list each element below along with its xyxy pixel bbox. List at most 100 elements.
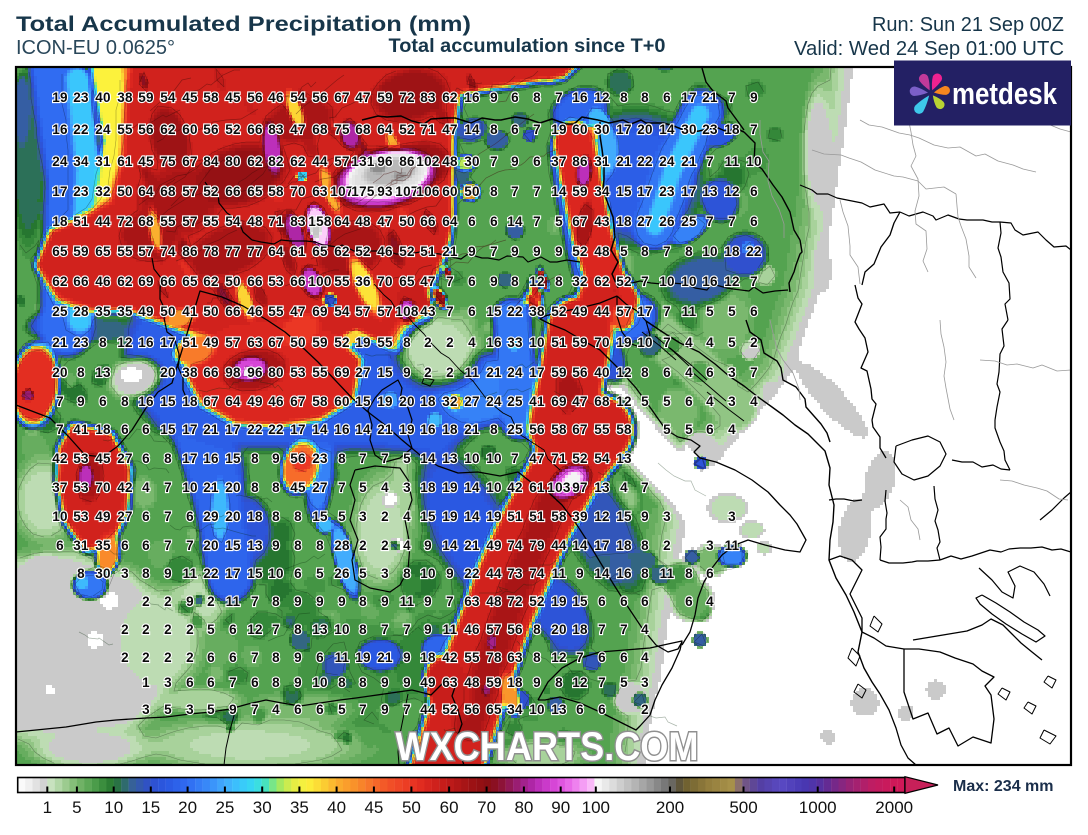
svg-text:96: 96 — [377, 154, 393, 169]
svg-text:200: 200 — [656, 798, 684, 817]
svg-text:9: 9 — [403, 675, 411, 690]
svg-text:7: 7 — [728, 90, 736, 105]
svg-text:57: 57 — [182, 214, 198, 229]
svg-text:6: 6 — [598, 594, 606, 609]
svg-text:47: 47 — [442, 122, 458, 137]
svg-text:107: 107 — [395, 184, 418, 199]
svg-text:19: 19 — [399, 422, 415, 437]
svg-text:6: 6 — [468, 214, 476, 229]
svg-text:3: 3 — [164, 675, 172, 690]
svg-text:55: 55 — [594, 422, 610, 437]
svg-text:5: 5 — [663, 422, 671, 437]
svg-text:59: 59 — [73, 244, 89, 259]
svg-text:6: 6 — [229, 622, 237, 637]
svg-text:43: 43 — [420, 304, 436, 319]
svg-text:17: 17 — [594, 538, 610, 553]
svg-text:25: 25 — [507, 394, 523, 409]
svg-text:7: 7 — [359, 451, 367, 466]
svg-text:9: 9 — [403, 365, 411, 380]
svg-text:11: 11 — [335, 650, 350, 665]
svg-text:3: 3 — [359, 509, 367, 524]
svg-text:20: 20 — [551, 622, 567, 637]
svg-text:2: 2 — [142, 622, 150, 637]
svg-text:77: 77 — [225, 244, 241, 259]
svg-text:86: 86 — [182, 244, 198, 259]
svg-text:9: 9 — [641, 509, 649, 524]
svg-text:17: 17 — [182, 422, 198, 437]
svg-text:20: 20 — [160, 365, 176, 380]
svg-text:52: 52 — [442, 702, 458, 717]
svg-text:63: 63 — [247, 335, 263, 350]
svg-text:62: 62 — [594, 274, 610, 289]
svg-text:6: 6 — [490, 214, 498, 229]
svg-text:6: 6 — [121, 422, 129, 437]
svg-text:90: 90 — [551, 798, 570, 817]
svg-text:6: 6 — [316, 650, 324, 665]
svg-text:56: 56 — [290, 451, 306, 466]
svg-text:7: 7 — [164, 480, 172, 495]
svg-text:14: 14 — [464, 480, 480, 495]
svg-text:35: 35 — [95, 304, 111, 319]
svg-text:108: 108 — [395, 304, 419, 319]
svg-text:43: 43 — [594, 214, 610, 229]
svg-text:8: 8 — [533, 622, 541, 637]
svg-text:2: 2 — [424, 365, 432, 380]
svg-text:8: 8 — [620, 90, 628, 105]
svg-text:4: 4 — [403, 509, 411, 524]
svg-text:7: 7 — [251, 702, 259, 717]
svg-text:2: 2 — [164, 594, 172, 609]
svg-text:65: 65 — [399, 274, 415, 289]
svg-text:2: 2 — [164, 650, 172, 665]
svg-text:79: 79 — [529, 538, 545, 553]
svg-text:10: 10 — [52, 509, 68, 524]
svg-text:24: 24 — [95, 122, 111, 137]
svg-text:26: 26 — [659, 214, 675, 229]
svg-text:28: 28 — [334, 538, 350, 553]
svg-text:7: 7 — [641, 274, 649, 289]
svg-text:58: 58 — [268, 184, 284, 199]
svg-text:25: 25 — [507, 422, 523, 437]
svg-text:6: 6 — [620, 594, 628, 609]
svg-text:15: 15 — [312, 509, 328, 524]
svg-text:32: 32 — [95, 184, 111, 199]
svg-text:4: 4 — [403, 538, 411, 553]
svg-text:57: 57 — [377, 304, 393, 319]
svg-text:14: 14 — [355, 422, 371, 437]
svg-text:78: 78 — [486, 650, 502, 665]
svg-text:18: 18 — [724, 122, 740, 137]
svg-text:7: 7 — [663, 244, 671, 259]
svg-text:5: 5 — [620, 244, 628, 259]
svg-text:19: 19 — [616, 335, 632, 350]
svg-text:35: 35 — [117, 304, 133, 319]
svg-text:6: 6 — [468, 274, 476, 289]
svg-text:51: 51 — [420, 244, 436, 259]
svg-text:69: 69 — [334, 365, 350, 380]
svg-text:53: 53 — [73, 509, 89, 524]
svg-text:70: 70 — [594, 335, 610, 350]
svg-text:9: 9 — [446, 566, 454, 581]
svg-text:22: 22 — [746, 244, 762, 259]
svg-text:52: 52 — [551, 304, 567, 319]
svg-text:10: 10 — [486, 451, 502, 466]
svg-text:9: 9 — [272, 538, 280, 553]
svg-text:25: 25 — [215, 798, 234, 817]
svg-text:71: 71 — [420, 122, 436, 137]
svg-text:69: 69 — [312, 304, 328, 319]
svg-text:12: 12 — [616, 394, 632, 409]
svg-text:102: 102 — [416, 154, 439, 169]
svg-text:18: 18 — [724, 244, 740, 259]
svg-text:27: 27 — [355, 365, 371, 380]
svg-text:23: 23 — [702, 122, 718, 137]
svg-text:11: 11 — [443, 622, 458, 637]
svg-text:48: 48 — [355, 214, 371, 229]
svg-text:106: 106 — [416, 184, 440, 199]
svg-text:9: 9 — [555, 244, 563, 259]
svg-text:6: 6 — [294, 566, 302, 581]
svg-text:17: 17 — [616, 122, 632, 137]
svg-text:8: 8 — [272, 675, 280, 690]
svg-text:8: 8 — [294, 509, 302, 524]
svg-text:9: 9 — [381, 594, 389, 609]
svg-text:8: 8 — [142, 566, 150, 581]
svg-text:10: 10 — [659, 274, 675, 289]
svg-text:32: 32 — [442, 394, 458, 409]
